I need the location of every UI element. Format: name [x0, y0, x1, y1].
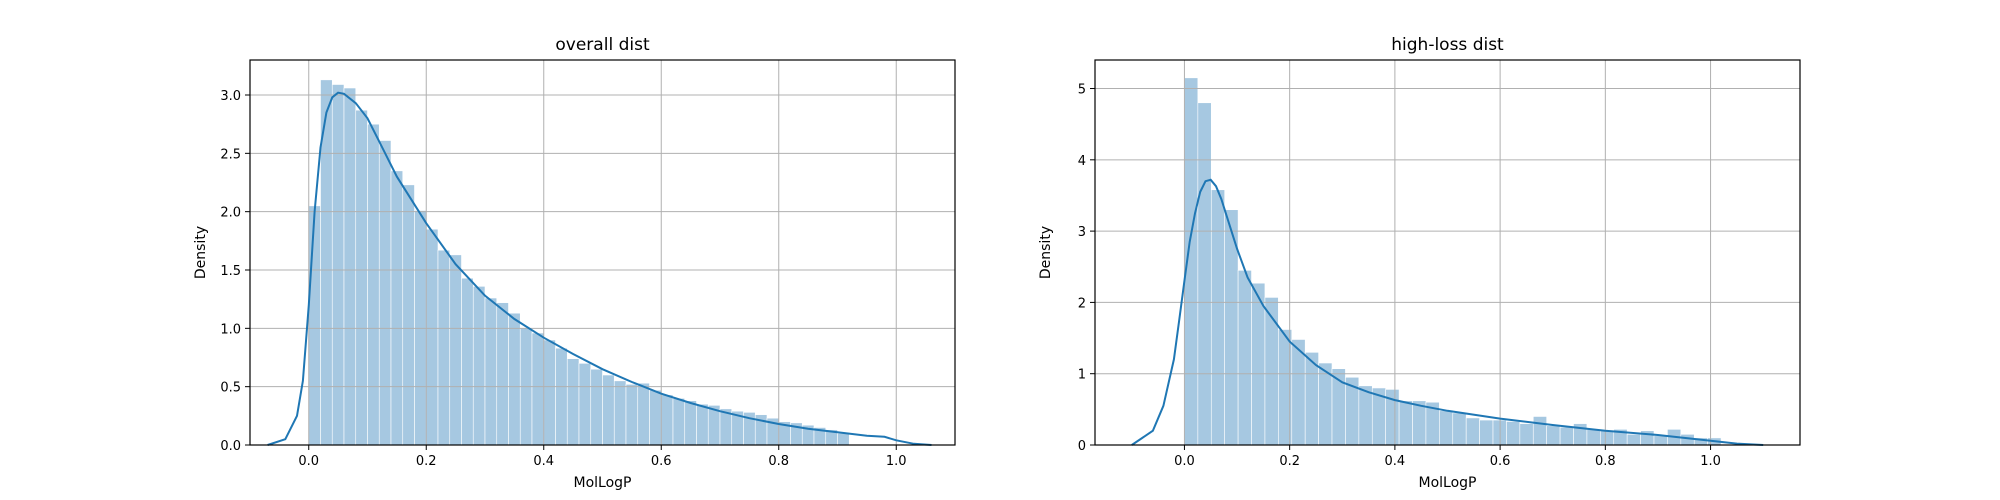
histogram-bar: [343, 87, 357, 446]
axes-frame: [1094, 59, 1801, 446]
histogram-bar: [1519, 423, 1534, 446]
histogram-bar: [1586, 429, 1601, 446]
histogram-bar: [331, 84, 345, 446]
histogram-bar: [543, 339, 556, 446]
histogram-bar: [1600, 430, 1615, 446]
histogram-bar: [555, 347, 568, 446]
y-tick-label: 2.5: [220, 147, 241, 162]
histogram-bar: [613, 380, 627, 446]
y-tick-label: 1: [1078, 368, 1086, 383]
y-tick-label: 0.0: [220, 439, 241, 454]
x-axis-label: MolLogP: [574, 475, 632, 491]
histogram-bar: [1452, 412, 1467, 446]
histogram-bar: [1479, 419, 1494, 446]
histogram-bar: [308, 205, 321, 446]
x-axis-label: MolLogP: [1419, 475, 1477, 491]
histogram-bar: [484, 297, 498, 446]
histogram-bar: [1412, 400, 1427, 446]
y-tick-label: 0.5: [220, 381, 241, 396]
histogram-bar: [1251, 282, 1266, 446]
chart-title: high-loss dist: [1391, 35, 1504, 55]
histogram-bar: [425, 228, 439, 446]
x-tick-label: 0.6: [1490, 454, 1511, 469]
histogram-bar: [672, 398, 686, 446]
x-tick-label: 0.6: [651, 454, 672, 469]
chart-title: overall dist: [555, 35, 650, 55]
y-tick-label: 2: [1078, 296, 1086, 311]
x-tick-label: 0.0: [298, 454, 319, 469]
x-tick-label: 0.2: [416, 454, 437, 469]
x-tick-label: 0.8: [1595, 454, 1616, 469]
y-tick-label: 1.5: [220, 264, 241, 279]
histogram-bar: [1264, 297, 1279, 446]
histogram-bar: [637, 382, 650, 446]
histogram-bar: [1559, 426, 1574, 446]
kde-curve: [267, 91, 932, 446]
histogram-bar: [1439, 410, 1454, 446]
histogram-bar: [1291, 339, 1306, 446]
histogram-bar: [590, 368, 603, 446]
histogram-bar: [1237, 270, 1252, 446]
histogram-bar: [414, 210, 427, 446]
histogram-bar: [1358, 385, 1373, 446]
histogram-bar: [1197, 102, 1212, 446]
y-tick-label: 4: [1078, 154, 1086, 169]
histogram-bar: [367, 123, 380, 446]
histogram-bar: [649, 389, 662, 446]
histogram-bar: [566, 358, 580, 446]
kde-curve: [1131, 178, 1764, 446]
histogram-bar: [837, 433, 850, 446]
histogram-bar: [1465, 417, 1480, 446]
histogram-bar: [1398, 400, 1413, 446]
y-axis-label: Density: [193, 226, 209, 279]
histogram-bar: [1546, 425, 1561, 446]
y-axis-label: Density: [1038, 226, 1054, 279]
histogram-bar: [531, 332, 545, 446]
histogram-bar: [660, 394, 674, 446]
y-tick-label: 0: [1078, 439, 1086, 454]
x-tick-label: 0.8: [768, 454, 789, 469]
histogram-bar: [449, 254, 462, 446]
x-tick-label: 0.2: [1279, 454, 1300, 469]
y-tick-label: 3: [1078, 225, 1086, 240]
high-loss-dist-plot: 0.0 0.2 0.4 0.6 0.8 1.0 0 1 2 3 4 5 high-loss dist Mo…: [1038, 35, 1801, 491]
y-tick-label: 3.0: [220, 89, 241, 104]
histogram-bars: [308, 79, 850, 446]
histogram-bar: [1532, 416, 1547, 446]
histogram-bar: [1506, 421, 1521, 446]
x-tick-label: 1.0: [1700, 454, 1721, 469]
x-tick-label: 1.0: [886, 454, 907, 469]
x-tick-label: 0.4: [1385, 454, 1406, 469]
histogram-bar: [602, 374, 615, 446]
histogram-bar: [684, 400, 697, 446]
x-tick-label: 0.4: [533, 454, 554, 469]
histogram-bar: [625, 384, 639, 446]
axes-frame: [249, 59, 956, 446]
histogram-bar: [1653, 435, 1668, 446]
histogram-bar: [378, 140, 392, 446]
y-tick-label: 1.0: [220, 322, 241, 337]
histogram-bar: [508, 312, 521, 446]
histogram-bar: [1626, 434, 1641, 446]
histogram-bar: [496, 302, 509, 446]
histogram-bar: [437, 249, 451, 446]
histogram-bar: [1210, 189, 1225, 446]
histogram-bar: [355, 109, 368, 446]
overall-dist-plot: 0.0 0.2 0.4 0.6 0.8 1.0 0.0 0.5 1.0 1.5 2.0 2.5 3.0 o…: [193, 35, 956, 491]
histogram-bar: [402, 184, 415, 446]
histogram-bar: [461, 277, 474, 446]
histogram-bars: [1184, 77, 1722, 446]
histogram-bar: [472, 286, 486, 446]
histogram-bar: [696, 403, 709, 446]
histogram-bar: [578, 363, 592, 446]
y-tick-label: 5: [1078, 83, 1086, 98]
x-tick-label: 0.0: [1174, 454, 1195, 469]
y-tick-label: 2.0: [220, 206, 241, 221]
